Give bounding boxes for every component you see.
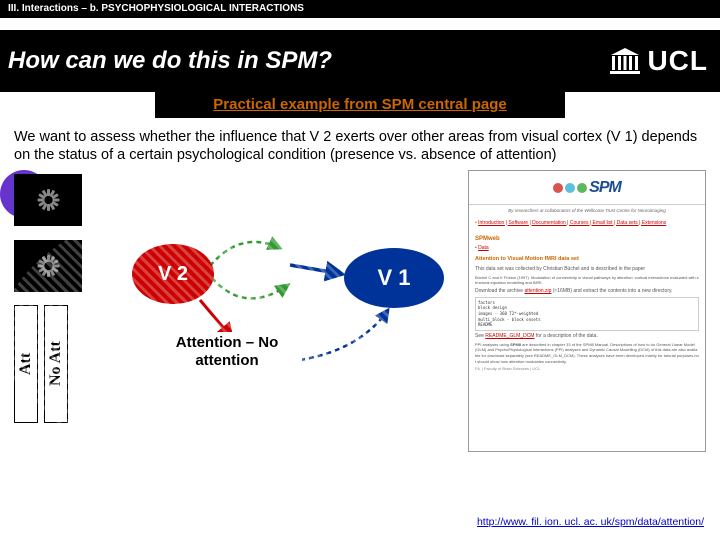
portico-icon xyxy=(609,47,641,75)
attention-label: Attention – No attention xyxy=(152,332,302,372)
subtitle-text: Practical example from SPM central page xyxy=(213,96,506,113)
ucl-logo: UCL xyxy=(609,45,708,77)
diagram-area: Att No Att V 2 V 1 Attention – No attent… xyxy=(0,170,720,500)
spinner-icon xyxy=(37,189,59,211)
body-paragraph: We want to assess whether the influence … xyxy=(0,118,720,170)
spm-logo: SPM xyxy=(589,179,621,197)
subtitle-bar: Practical example from SPM central page xyxy=(155,92,565,118)
thumb-codebox: factorsblock designimages - 360 T2*-weig… xyxy=(475,297,699,331)
spm-webpage-thumbnail: SPM By researchers at collaborators of t… xyxy=(468,170,706,452)
page-title: How can we do this in SPM? xyxy=(8,47,332,75)
breadcrumb-text: III. Interactions – b. PSYCHOPHYSIOLOGIC… xyxy=(8,3,304,14)
brain-icon-box-1 xyxy=(14,174,82,226)
ucl-text: UCL xyxy=(647,45,708,77)
thumb-h3: Attention to Visual Motion fMRI data set xyxy=(475,256,699,264)
title-bar: How can we do this in SPM? UCL xyxy=(0,30,720,92)
thumb-header: SPM xyxy=(469,171,705,205)
thumb-h1: SPMweb xyxy=(475,235,699,243)
footer-url-link[interactable]: http://www. fil. ion. ucl. ac. uk/spm/da… xyxy=(477,516,704,528)
v1-node: V 1 xyxy=(344,248,444,308)
thumb-byline: By researchers at collaborators of the W… xyxy=(469,205,705,217)
thumb-nav: • Introduction | Software | Documentatio… xyxy=(469,218,705,228)
breadcrumb: III. Interactions – b. PSYCHOPHYSIOLOGIC… xyxy=(0,0,720,18)
